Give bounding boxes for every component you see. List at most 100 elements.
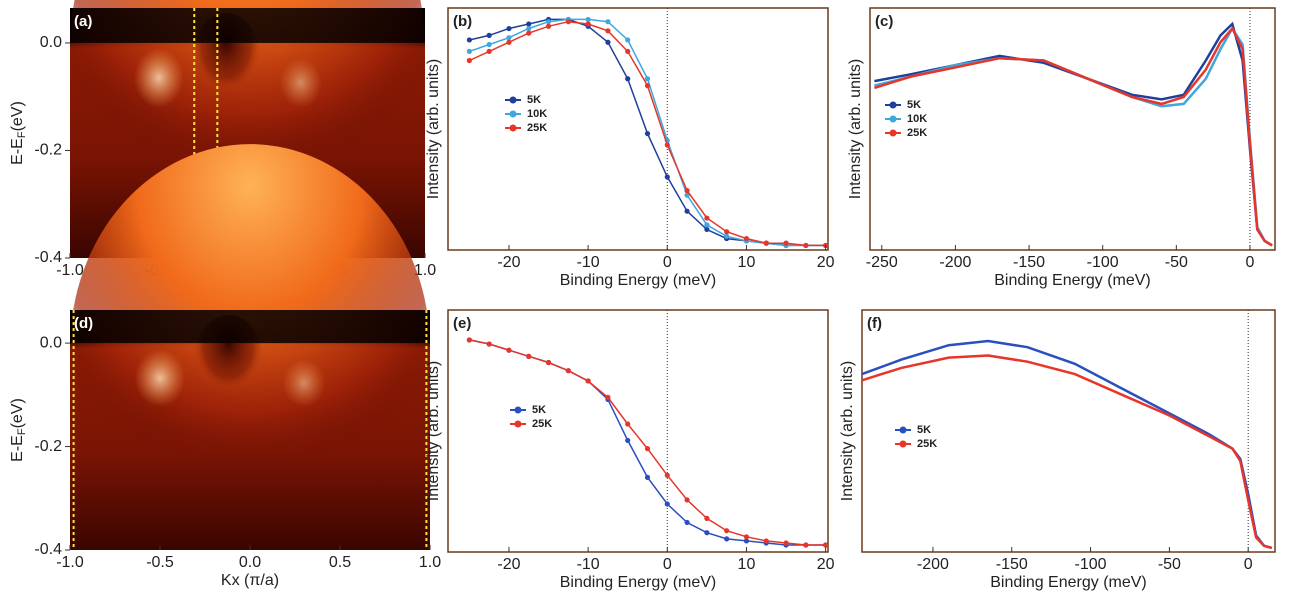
data-point	[664, 142, 670, 148]
data-point	[644, 130, 651, 137]
x-tick-label: 10	[738, 254, 756, 271]
y-axis-label-part: E-E	[9, 435, 26, 462]
x-tick-label: -1.0	[56, 262, 84, 279]
plot-frame	[447, 309, 829, 553]
legend-label: 10K	[527, 108, 547, 120]
panel-label: (b)	[453, 13, 472, 30]
legend-label: 5K	[532, 404, 546, 416]
data-point	[684, 192, 690, 198]
data-point	[545, 359, 552, 366]
x-tick-label: 1.0	[419, 554, 441, 571]
spectrum-top	[70, 310, 430, 344]
data-point	[664, 174, 670, 180]
series-line	[874, 26, 1273, 247]
data-point	[605, 28, 611, 34]
data-point	[605, 394, 611, 400]
data-point	[585, 16, 591, 23]
data-point	[763, 240, 769, 246]
data-point	[526, 25, 532, 32]
x-tick-label: 20	[817, 556, 835, 573]
data-point	[605, 19, 611, 25]
x-tick-label: -20	[497, 556, 520, 573]
spectrum-top	[70, 8, 425, 43]
data-point	[704, 215, 710, 221]
panel-label: (f)	[867, 315, 882, 332]
data-point	[743, 538, 750, 544]
legend-label: 25K	[917, 438, 937, 450]
plot-frame	[447, 7, 829, 251]
data-point	[486, 341, 492, 347]
y-axis-label-part: F	[16, 428, 28, 435]
data-point	[625, 421, 631, 427]
data-point	[526, 21, 532, 27]
data-point	[704, 226, 710, 233]
data-point	[724, 528, 730, 534]
data-point	[466, 57, 472, 64]
x-tick-label: 0.5	[329, 554, 351, 571]
series-line	[874, 26, 1273, 247]
data-point	[684, 208, 690, 214]
data-point	[585, 378, 591, 384]
y-tick-label: 0.0	[40, 334, 62, 351]
data-point	[704, 515, 710, 521]
legend-label: 25K	[907, 127, 927, 139]
legend-label: 25K	[527, 122, 547, 134]
spectrum-hotspot	[134, 349, 186, 407]
x-tick-label: 0.0	[239, 554, 261, 571]
data-point	[565, 19, 571, 25]
panel-label: (d)	[74, 315, 93, 332]
x-tick-label: -10	[577, 556, 600, 573]
data-point	[644, 83, 651, 89]
data-point	[724, 233, 730, 239]
data-point	[704, 222, 710, 228]
x-tick-label: -250	[866, 254, 898, 271]
x-axis-label: Binding Energy (meV)	[994, 272, 1151, 289]
data-point	[506, 39, 512, 45]
legend-marker	[889, 115, 897, 123]
data-point	[803, 242, 809, 249]
legend-label: 5K	[907, 99, 921, 111]
data-point	[466, 337, 472, 343]
data-point	[526, 353, 532, 359]
legend-marker	[514, 406, 522, 414]
x-tick-label: 10	[738, 556, 756, 573]
data-point	[684, 497, 690, 503]
y-axis-label: Intensity (arb. units)	[425, 361, 442, 502]
y-tick-label: -0.4	[34, 249, 62, 266]
x-tick-label: -150	[1013, 254, 1045, 271]
data-point	[565, 368, 571, 374]
x-tick-label: 0	[663, 254, 672, 271]
x-axis-label: Binding Energy (meV)	[560, 272, 717, 289]
x-tick-label: -1.0	[56, 554, 84, 571]
y-tick-label: 0.0	[40, 34, 62, 51]
y-tick-label: -0.2	[34, 142, 62, 159]
y-tick-label: -0.4	[34, 541, 62, 558]
x-tick-label: -50	[1158, 556, 1181, 573]
legend-marker	[514, 420, 522, 428]
x-axis-label: Binding Energy (meV)	[990, 574, 1147, 591]
legend-marker	[509, 96, 517, 104]
y-tick-label: -0.2	[34, 438, 62, 455]
data-point	[724, 536, 730, 542]
data-point	[684, 519, 690, 526]
y-axis-label: Intensity (arb. units)	[847, 59, 864, 200]
data-point	[664, 501, 670, 507]
data-point	[625, 437, 631, 444]
data-point	[664, 472, 670, 478]
data-point	[644, 446, 651, 452]
spectrum-hotspot	[133, 47, 184, 108]
data-point	[585, 21, 591, 27]
series-line	[469, 339, 826, 546]
plot-frame	[861, 309, 1276, 553]
data-point	[625, 48, 631, 54]
panel-label: (a)	[74, 13, 92, 30]
y-axis-label-part: (eV)	[9, 101, 26, 131]
y-axis-label-part: E-E	[9, 138, 26, 165]
data-point	[724, 229, 730, 235]
data-point	[526, 30, 532, 36]
data-point	[783, 240, 789, 246]
data-point	[486, 48, 492, 54]
data-point	[763, 538, 769, 544]
y-axis-label: Intensity (arb. units)	[839, 361, 856, 502]
x-tick-label: -20	[497, 254, 520, 271]
